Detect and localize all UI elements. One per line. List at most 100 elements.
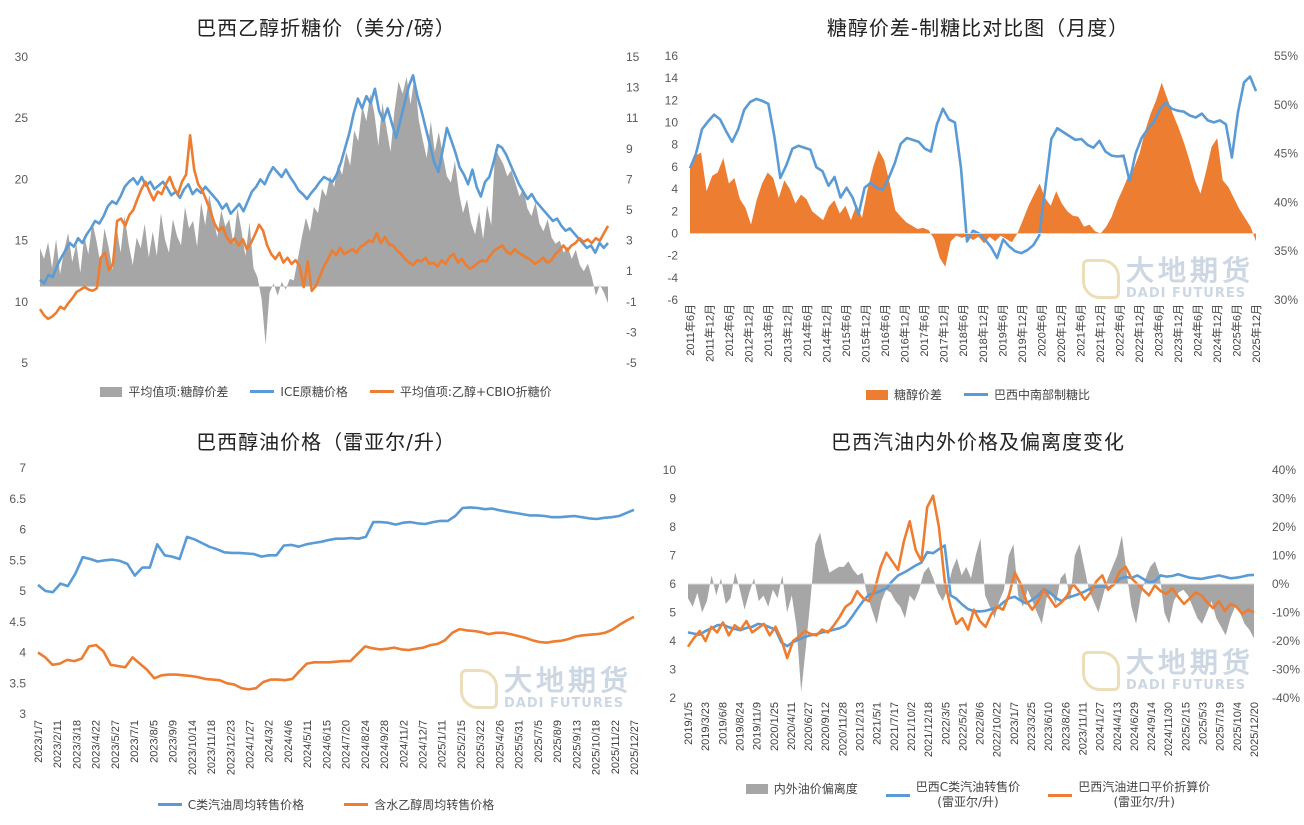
legend-swatch bbox=[369, 390, 394, 393]
x-tick-label: 2025/3/22 bbox=[475, 720, 487, 769]
y-tick-label-left: -4 bbox=[667, 271, 678, 285]
legend-item-spread: 糖醇价差 bbox=[865, 386, 942, 403]
y-tick-label-left: 7 bbox=[669, 549, 676, 563]
legend-item-import-parity: 巴西汽油进口平价折算价 (雷亚尔/升) bbox=[1048, 780, 1210, 810]
x-tick-label: 2024/8/24 bbox=[360, 720, 372, 769]
chart-plot: -6 -4 -2 0 2 4 6 8 10 12 14 16 30% 35% 40% 45% 50% 55% 201… bbox=[665, 49, 1299, 363]
y-tick-label-left: 2 bbox=[671, 204, 678, 218]
x-tick-label: 2023年12月 bbox=[1171, 304, 1185, 363]
x-tick-label: 2025/1/11 bbox=[437, 720, 449, 768]
series-line-1 bbox=[688, 75, 1258, 260]
x-tick-label: 2014年6月 bbox=[800, 304, 814, 357]
legend-item-c-gasoline: 巴西C类汽油转售价 (雷亚尔/升) bbox=[885, 780, 1020, 810]
x-tick-label: 2022/3/5 bbox=[940, 702, 952, 745]
watermark-en: DADI FUTURES bbox=[504, 696, 625, 711]
y-tick-label-left: 6 bbox=[669, 577, 676, 591]
y-tick-label-left: 10 bbox=[665, 116, 679, 130]
x-tick-label: 2020/4/11 bbox=[786, 702, 798, 750]
y-tick-label-left: 4 bbox=[671, 182, 678, 196]
x-tick-label: 2020年12月 bbox=[1054, 304, 1068, 363]
x-tick-label: 2023/4/22 bbox=[91, 720, 103, 769]
x-tick-label: 2018年6月 bbox=[956, 304, 970, 357]
legend-item-sugar-mix: 巴西中南部制糖比 bbox=[964, 386, 1090, 403]
y-tick-label-left: 16 bbox=[665, 49, 679, 63]
y-tick-label-left: 5 bbox=[19, 584, 26, 598]
y-tick-label-left: -2 bbox=[667, 249, 678, 263]
y-tick-label-right: 9 bbox=[626, 142, 633, 156]
y-tick-label-right: 50% bbox=[1274, 98, 1298, 112]
x-tick-label: 2018年12月 bbox=[976, 304, 990, 363]
x-tick-label: 2021/5/1 bbox=[872, 702, 884, 745]
x-tick-label: 2024年6月 bbox=[1190, 304, 1204, 357]
x-tick-label: 2022年12月 bbox=[1132, 304, 1146, 363]
x-tick-label: 2019/11/9 bbox=[752, 702, 764, 750]
series-line-2 bbox=[37, 506, 635, 594]
x-tick-label: 2024/11/2 bbox=[398, 720, 410, 768]
panel-spread-vs-sugar-mix: 糖醇价差-制糖比对比图（月度） -6 -4 -2 0 2 4 6 8 10 12 14 16 30% 35… bbox=[652, 0, 1304, 412]
chart-title: 巴西醇油价格（雷亚尔/升） bbox=[196, 430, 456, 454]
x-tick-label: 2012年6月 bbox=[722, 304, 736, 357]
y-tick-label-left: 2 bbox=[669, 691, 676, 705]
x-tick-label: 2023/11/11 bbox=[1077, 702, 1089, 755]
y-tick-label-right: 40% bbox=[1272, 463, 1296, 477]
y-tick-label-right: 30% bbox=[1274, 293, 1298, 307]
x-tick-label: 2025/7/5 bbox=[533, 720, 545, 763]
y-tick-label-left: 4 bbox=[19, 646, 26, 660]
x-tick-label: 2017年6月 bbox=[917, 304, 931, 357]
series-area-0 bbox=[40, 75, 608, 345]
x-tick-label: 2023/10/14 bbox=[187, 720, 199, 775]
x-tick-label: 2024/4/6 bbox=[283, 720, 295, 763]
x-tick-label: 2024/6/15 bbox=[321, 720, 333, 769]
x-tick-label: 2016年12月 bbox=[898, 304, 912, 363]
legend-swatch bbox=[885, 793, 910, 797]
x-tick-label: 2020/1/25 bbox=[769, 702, 781, 751]
legend-label: C类汽油周均转售价格 bbox=[187, 798, 305, 812]
panel-ethanol-sugar-price: 巴西乙醇折糖价（美分/磅） 5 10 15 20 25 30 -5 -3 -1 1 3 5 7 9 11 13… bbox=[0, 0, 652, 412]
x-tick-label: 2024/9/28 bbox=[379, 720, 391, 769]
y-tick-label-left: 5 bbox=[21, 356, 28, 370]
y-tick-label-left: 10 bbox=[663, 463, 677, 477]
panel-ethanol-gasoline-price: 巴西醇油价格（雷亚尔/升） 3 3.5 4 4.5 5 5.5 6 6.5 7 2023/1/7 2… bbox=[0, 412, 652, 825]
legend-swatch bbox=[344, 803, 369, 806]
y-tick-label-right: 7 bbox=[626, 172, 633, 186]
x-tick-label: 2017年12月 bbox=[937, 304, 951, 363]
x-tick-label: 2022/10/22 bbox=[992, 702, 1004, 757]
x-tick-label: 2024/7/20 bbox=[341, 720, 353, 769]
x-tick-label: 2020/6/27 bbox=[803, 702, 815, 751]
legend-swatch bbox=[865, 389, 888, 400]
y-tick-label-left: 6.5 bbox=[9, 492, 26, 506]
legend-label: 内外油价偏离度 bbox=[773, 782, 858, 796]
x-tick-label: 2024年12月 bbox=[1210, 304, 1224, 363]
legend-swatch bbox=[964, 393, 988, 396]
x-tick-label: 2023/12/23 bbox=[225, 720, 237, 775]
legend-item-gasoline-c: C类汽油周均转售价格 bbox=[157, 796, 305, 813]
legend-label: 含水乙醇周均转售价格 bbox=[374, 798, 495, 812]
y-tick-label-left: 5 bbox=[669, 606, 676, 620]
x-tick-label: 2022/8/6 bbox=[975, 702, 987, 745]
series-line-0 bbox=[39, 74, 609, 285]
series-line-0 bbox=[38, 134, 610, 321]
x-tick-label: 2019/3/23 bbox=[700, 702, 712, 751]
y-tick-label-left: 15 bbox=[15, 234, 29, 248]
legend-swatch bbox=[100, 386, 123, 397]
legend-item-spread: 平均值项:糖醇价差 bbox=[100, 383, 228, 400]
legend-label: 巴西中南部制糖比 bbox=[994, 388, 1091, 402]
legend-label: 平均值项:乙醇+CBIO折糖价 bbox=[399, 385, 552, 399]
x-tick-label: 2023/8/26 bbox=[1060, 702, 1072, 751]
y-tick-label-left: 30 bbox=[15, 50, 29, 64]
x-tick-label: 2023/9/9 bbox=[168, 720, 180, 763]
legend-item-ethanol-cbio: 平均值项:乙醇+CBIO折糖价 bbox=[369, 383, 552, 400]
legend: 内外油价偏离度 巴西C类汽油转售价 (雷亚尔/升) 巴西汽油进口平价折算价 (雷… bbox=[652, 780, 1304, 810]
y-tick-label-left: 8 bbox=[671, 138, 678, 152]
watermark: 大地期货 DADI FUTURES bbox=[1082, 256, 1254, 301]
x-tick-label: 2023/3/18 bbox=[71, 720, 83, 769]
y-tick-label-left: 6 bbox=[19, 523, 26, 537]
watermark-logo-icon bbox=[460, 668, 498, 709]
y-tick-label-left: 8 bbox=[669, 520, 676, 534]
legend-label: ICE原糖价格 bbox=[280, 385, 348, 399]
x-tick-label: 2024/9/14 bbox=[1146, 702, 1158, 751]
x-tick-label: 2024/12/7 bbox=[418, 720, 430, 769]
chart-title: 巴西乙醇折糖价（美分/磅） bbox=[196, 16, 456, 40]
y-tick-label-right: -40% bbox=[1272, 691, 1300, 705]
